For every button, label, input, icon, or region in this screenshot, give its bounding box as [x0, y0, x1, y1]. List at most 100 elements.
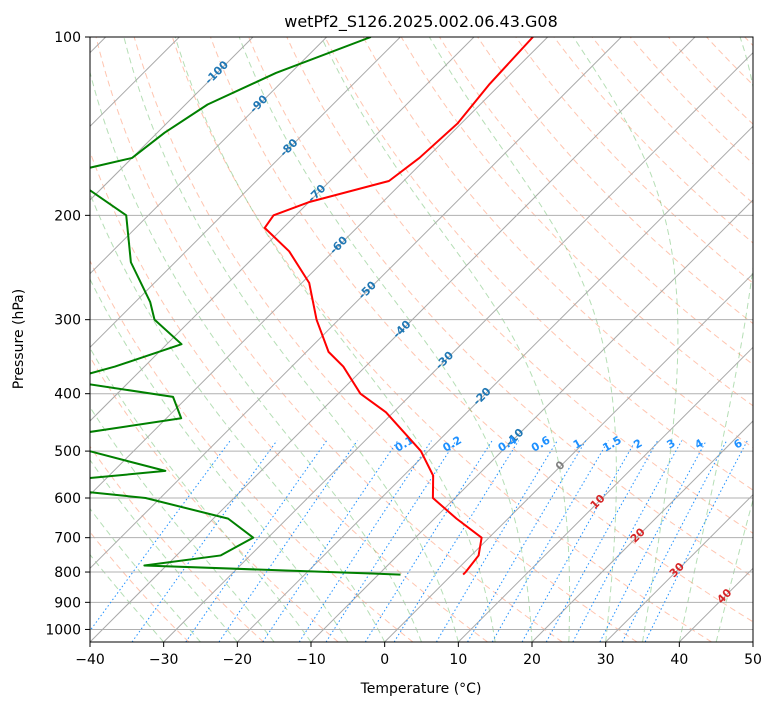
- dry-adiabat: [90, 531, 190, 642]
- isotherm-line: [90, 37, 475, 422]
- profile-series: [90, 37, 534, 576]
- mixing-ratio-label: 8: [759, 437, 772, 452]
- moist-adiabat: [715, 498, 753, 642]
- x-tick-label: 0: [380, 652, 389, 668]
- mixing-ratio-line: [644, 440, 748, 642]
- y-tick-label: 200: [54, 208, 81, 224]
- isotherm-line: [752, 641, 753, 642]
- dry-adiabat: [95, 37, 563, 642]
- isotherm-label: -90: [247, 92, 270, 115]
- x-tick-label: 50: [744, 652, 762, 668]
- moist-adiabat: [90, 406, 275, 642]
- dewpoint-line: [90, 37, 401, 576]
- moist-adiabat: [90, 507, 201, 642]
- isotherms: [90, 37, 753, 642]
- y-tick-label: 900: [54, 595, 81, 611]
- y-axis-ticks: 100 200 300 400 500 600 700 800 900 1000: [45, 30, 90, 638]
- x-tick-label: 10: [449, 652, 467, 668]
- x-tick-label: 40: [670, 652, 688, 668]
- dry-adiabat: [668, 37, 753, 125]
- y-tick-label: 1000: [45, 622, 81, 638]
- y-tick-label: 700: [54, 531, 81, 547]
- mixing-ratio-line: [131, 440, 278, 642]
- mixing-ratio-label: 3: [664, 437, 677, 452]
- moist-adiabat: [90, 192, 386, 642]
- isotherm-label: -30: [433, 349, 456, 372]
- mixing-ratio-line: [364, 440, 493, 642]
- mixing-ratio-line: [435, 440, 558, 642]
- isotherm-line: [678, 567, 753, 642]
- y-axis-label: Pressure (hPa): [11, 289, 27, 389]
- mixing-ratio-line: [545, 440, 659, 642]
- mixing-ratio-line: [90, 440, 231, 632]
- mixing-ratio-line: [298, 440, 432, 642]
- mixing-ratio-line: [325, 440, 457, 642]
- y-tick-label: 600: [54, 491, 81, 507]
- x-tick-label: −20: [223, 652, 253, 668]
- x-axis-ticks: −40 −30 −20 −10 0 10 20 30 40 50: [75, 642, 762, 668]
- y-tick-label: 500: [54, 444, 81, 460]
- isotherm-line: [384, 272, 753, 642]
- dry-adiabat: [133, 37, 638, 642]
- mixing-ratio-line: [467, 440, 587, 642]
- plot-area: -100-90-80-70-60-50-40-30-20-10010203040…: [90, 37, 772, 642]
- mixing-ratio-line: [572, 440, 683, 642]
- x-tick-label: 30: [597, 652, 615, 668]
- x-axis-label: Temperature (°C): [360, 681, 482, 697]
- dry-adiabat: [324, 37, 753, 491]
- mixing-ratio-line: [262, 440, 399, 642]
- moist-adiabat: [428, 37, 617, 642]
- dry-adiabat: [210, 37, 753, 623]
- y-tick-label: 300: [54, 313, 81, 329]
- dry-adiabat: [90, 259, 414, 642]
- isotherm-line: [90, 37, 622, 570]
- moist-adiabat: [90, 553, 165, 642]
- isotherm-line: [163, 51, 753, 642]
- dry-adiabat: [591, 37, 753, 204]
- temperature-line: [263, 37, 534, 576]
- mixing-ratio-line: [521, 440, 637, 642]
- y-tick-label: 100: [54, 30, 81, 46]
- mixing-ratio-line: [393, 440, 520, 642]
- moist-adiabats: [90, 37, 753, 642]
- isotherm-line: [90, 37, 254, 201]
- moist-adiabat: [90, 459, 238, 642]
- moist-adiabat: [90, 278, 349, 642]
- dry-adiabat: [171, 37, 712, 642]
- x-tick-label: 20: [523, 652, 541, 668]
- isotherm-label: -60: [327, 233, 350, 256]
- isotherm-line: [457, 346, 753, 642]
- mixing-ratio-lines: [90, 440, 748, 642]
- dry-adiabats: [90, 37, 753, 642]
- x-tick-label: −30: [149, 652, 179, 668]
- isotherm-line: [90, 37, 696, 642]
- mixing-ratio-line: [185, 440, 328, 642]
- chart-title: wetPf2_S126.2025.002.06.43.G08: [284, 12, 558, 32]
- moist-adiabat: [174, 37, 496, 642]
- moist-adiabat: [320, 37, 571, 642]
- x-tick-label: −10: [296, 652, 326, 668]
- dry-adiabat: [553, 37, 753, 244]
- dry-adiabat: [744, 37, 753, 47]
- dry-adiabat: [515, 37, 753, 284]
- mixing-ratio-line: [491, 440, 609, 642]
- mixing-ratio-line: [599, 440, 707, 642]
- isotherm-line: [90, 37, 401, 349]
- dry-adiabat: [90, 356, 339, 642]
- isotherm-line: [90, 37, 549, 496]
- mixing-ratio-line: [218, 440, 358, 642]
- moist-adiabat: [90, 347, 312, 642]
- isotherm-line: [605, 493, 753, 642]
- grid-lines: [90, 37, 753, 630]
- isotherm-label: 0: [553, 458, 568, 473]
- isotherm-line: [531, 420, 753, 642]
- dry-adiabat: [90, 150, 488, 642]
- moist-adiabat: [238, 37, 533, 642]
- isotherm-line: [310, 199, 753, 642]
- dry-adiabat: [248, 37, 753, 578]
- isotherm-line: [90, 37, 328, 275]
- moist-adiabat: [90, 70, 422, 642]
- plot-frame: [89, 36, 754, 643]
- moist-adiabat: [123, 37, 459, 642]
